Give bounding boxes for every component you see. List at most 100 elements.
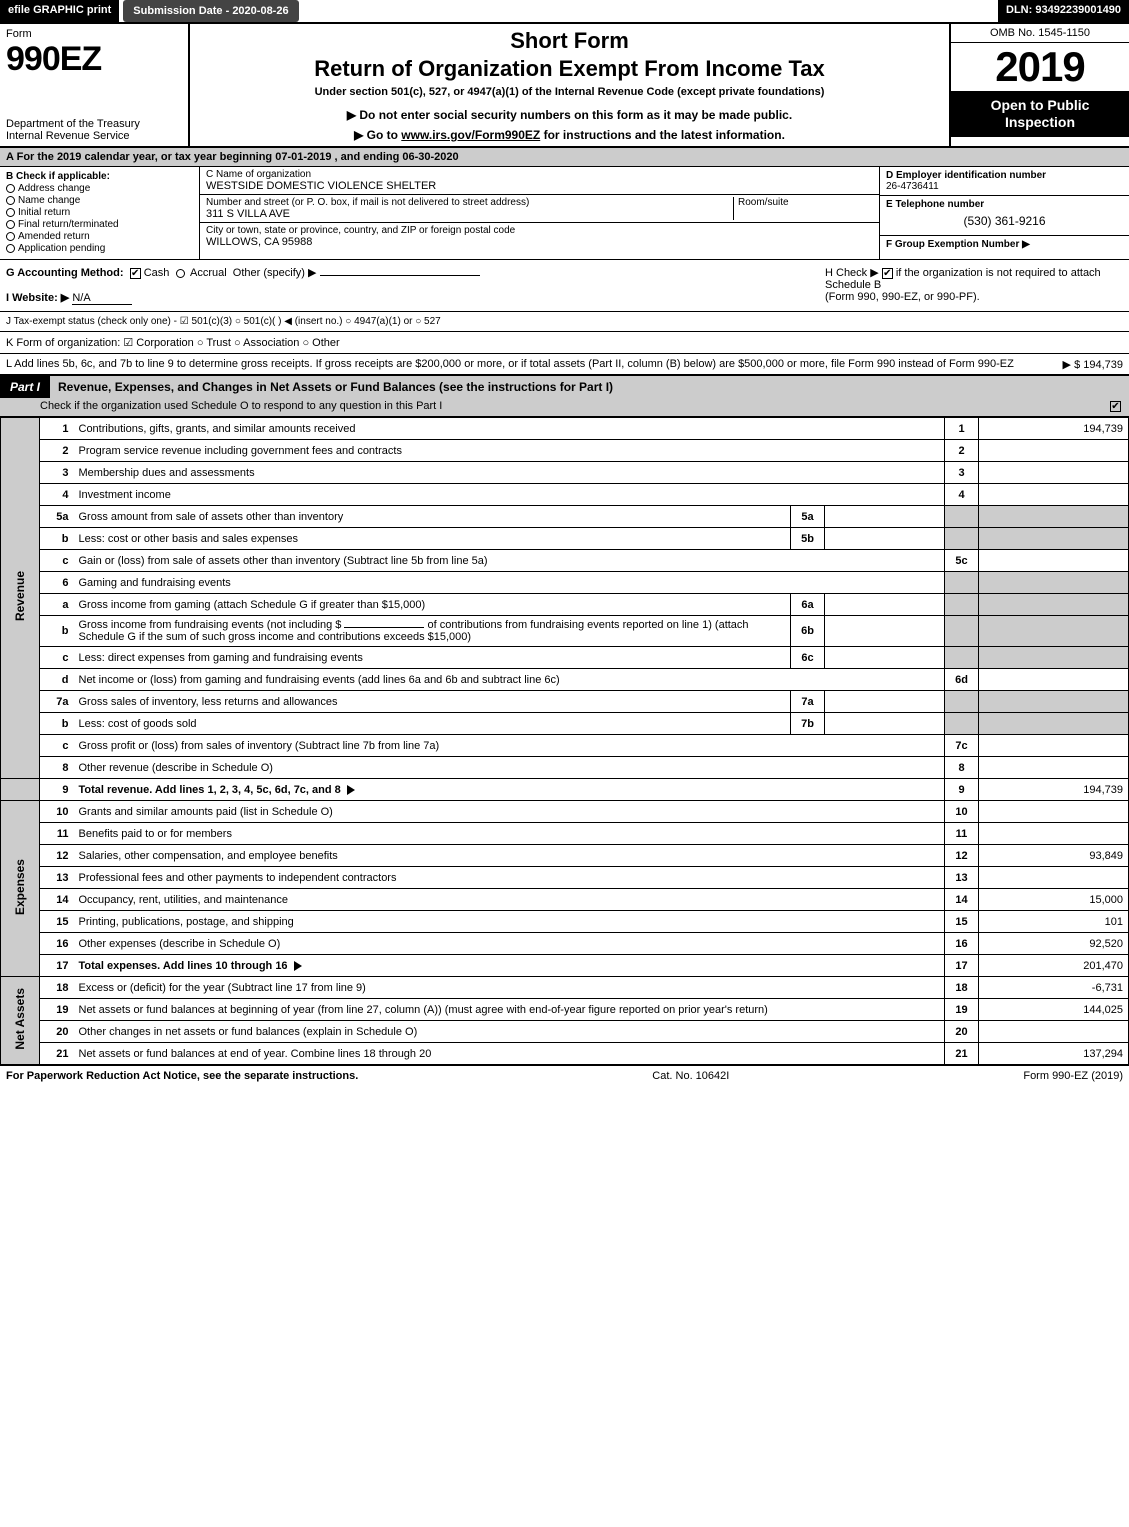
cb-address-change[interactable]: Address change bbox=[6, 183, 193, 194]
chk-cash[interactable] bbox=[130, 268, 141, 279]
info-block: B Check if applicable: Address change Na… bbox=[0, 167, 1129, 260]
section-h: H Check ▶ if the organization is not req… bbox=[819, 260, 1129, 311]
line7c-value bbox=[979, 735, 1129, 757]
line5c-value bbox=[979, 550, 1129, 572]
ein-label: D Employer identification number bbox=[886, 170, 1046, 181]
section-g: G Accounting Method: Cash Accrual Other … bbox=[0, 260, 819, 311]
group-exemption-label: F Group Exemption Number ▶ bbox=[886, 239, 1030, 250]
dept-treasury: Department of the Treasury bbox=[6, 118, 182, 130]
part1-sub-text: Check if the organization used Schedule … bbox=[40, 400, 442, 412]
section-b: B Check if applicable: Address change Na… bbox=[0, 167, 200, 259]
line21-value: 137,294 bbox=[979, 1043, 1129, 1065]
room-suite: Room/suite bbox=[733, 197, 873, 220]
side-expenses: Expenses bbox=[1, 801, 40, 977]
section-k: K Form of organization: ☑ Corporation ○ … bbox=[0, 332, 1129, 354]
line12-value: 93,849 bbox=[979, 845, 1129, 867]
line6b-value bbox=[825, 616, 945, 647]
line3-value bbox=[979, 462, 1129, 484]
line14-value: 15,000 bbox=[979, 889, 1129, 911]
ssn-warning: ▶ Do not enter social security numbers o… bbox=[196, 108, 943, 122]
cb-final-return[interactable]: Final return/terminated bbox=[6, 219, 193, 230]
accounting-label: G Accounting Method: bbox=[6, 267, 124, 279]
dln-label: DLN: 93492239001490 bbox=[998, 0, 1129, 22]
line19-value: 144,025 bbox=[979, 999, 1129, 1021]
cb-name-change[interactable]: Name change bbox=[6, 195, 193, 206]
street-address: 311 S VILLA AVE bbox=[206, 208, 290, 220]
line9-value: 194,739 bbox=[979, 779, 1129, 801]
arrow-icon bbox=[294, 961, 302, 971]
omb-number: OMB No. 1545-1150 bbox=[951, 24, 1129, 43]
goto-line: ▶ Go to www.irs.gov/Form990EZ for instru… bbox=[196, 128, 943, 142]
website-value: N/A bbox=[72, 292, 132, 305]
line6b-contrib-input[interactable] bbox=[344, 627, 424, 628]
under-section: Under section 501(c), 527, or 4947(a)(1)… bbox=[196, 86, 943, 98]
header-mid: Short Form Return of Organization Exempt… bbox=[190, 24, 949, 146]
side-netassets: Net Assets bbox=[1, 977, 40, 1065]
phone-label: E Telephone number bbox=[886, 199, 984, 210]
submission-date-button[interactable]: Submission Date - 2020-08-26 bbox=[123, 0, 298, 22]
line2-value bbox=[979, 440, 1129, 462]
l-amount: ▶ $ 194,739 bbox=[1063, 358, 1123, 371]
line5b-value bbox=[825, 528, 945, 550]
line7b-value bbox=[825, 713, 945, 735]
line11-value bbox=[979, 823, 1129, 845]
part1-title: Revenue, Expenses, and Changes in Net As… bbox=[50, 376, 1129, 398]
city-state-zip: WILLOWS, CA 95988 bbox=[206, 236, 312, 248]
footer-left: For Paperwork Reduction Act Notice, see … bbox=[6, 1070, 358, 1082]
h-line1: H Check ▶ bbox=[825, 267, 879, 279]
l-text: L Add lines 5b, 6c, and 7b to line 9 to … bbox=[6, 358, 1014, 370]
irs-link[interactable]: www.irs.gov/Form990EZ bbox=[401, 128, 540, 142]
line10-value bbox=[979, 801, 1129, 823]
efile-print-label[interactable]: efile GRAPHIC print bbox=[0, 0, 119, 22]
gh-row: G Accounting Method: Cash Accrual Other … bbox=[0, 260, 1129, 312]
org-name: WESTSIDE DOMESTIC VIOLENCE SHELTER bbox=[206, 180, 436, 192]
line5a-value bbox=[825, 506, 945, 528]
goto-post: for instructions and the latest informat… bbox=[540, 128, 785, 142]
phone-value: (530) 361-9216 bbox=[886, 210, 1123, 232]
other-specify-input[interactable] bbox=[320, 275, 480, 276]
part1-sub: Check if the organization used Schedule … bbox=[0, 398, 1129, 417]
ein-value: 26-4736411 bbox=[886, 181, 939, 192]
form-header: Form 990EZ Department of the Treasury In… bbox=[0, 24, 1129, 148]
part1-table: Revenue 1 Contributions, gifts, grants, … bbox=[0, 417, 1129, 1065]
website-label: I Website: ▶ bbox=[6, 292, 69, 304]
goto-pre: ▶ Go to bbox=[354, 128, 401, 142]
addr-label: Number and street (or P. O. box, if mail… bbox=[206, 197, 733, 208]
cb-amended-return[interactable]: Amended return bbox=[6, 231, 193, 242]
line13-value bbox=[979, 867, 1129, 889]
line8-value bbox=[979, 757, 1129, 779]
header-right: OMB No. 1545-1150 2019 Open to Public In… bbox=[949, 24, 1129, 146]
tax-year-text: For the 2019 calendar year, or tax year … bbox=[17, 151, 459, 163]
info-right: D Employer identification number 26-4736… bbox=[879, 167, 1129, 259]
side-revenue: Revenue bbox=[1, 418, 40, 779]
section-l: L Add lines 5b, 6c, and 7b to line 9 to … bbox=[0, 354, 1129, 376]
part1-header: Part I Revenue, Expenses, and Changes in… bbox=[0, 376, 1129, 398]
line7a-value bbox=[825, 691, 945, 713]
line6a-value bbox=[825, 594, 945, 616]
open-inspection: Open to Public Inspection bbox=[951, 91, 1129, 137]
tax-year-row: A For the 2019 calendar year, or tax yea… bbox=[0, 148, 1129, 167]
chk-accrual[interactable] bbox=[176, 269, 185, 278]
line4-value bbox=[979, 484, 1129, 506]
section-a-label: A bbox=[6, 151, 14, 163]
cb-initial-return[interactable]: Initial return bbox=[6, 207, 193, 218]
part1-label: Part I bbox=[0, 376, 50, 398]
line17-value: 201,470 bbox=[979, 955, 1129, 977]
short-form-title: Short Form bbox=[196, 28, 943, 54]
tax-year: 2019 bbox=[951, 43, 1129, 91]
cb-app-pending[interactable]: Application pending bbox=[6, 243, 193, 254]
line16-value: 92,520 bbox=[979, 933, 1129, 955]
main-title: Return of Organization Exempt From Incom… bbox=[196, 56, 943, 82]
chk-schedule-b[interactable] bbox=[882, 268, 893, 279]
form-word: Form bbox=[6, 28, 182, 40]
header-left: Form 990EZ Department of the Treasury In… bbox=[0, 24, 190, 146]
footer-catalog: Cat. No. 10642I bbox=[358, 1070, 1023, 1082]
line15-value: 101 bbox=[979, 911, 1129, 933]
line6d-value bbox=[979, 669, 1129, 691]
org-name-label: C Name of organization bbox=[206, 169, 873, 180]
chk-schedule-o[interactable] bbox=[1110, 401, 1121, 412]
city-label: City or town, state or province, country… bbox=[206, 225, 873, 236]
top-bar: efile GRAPHIC print Submission Date - 20… bbox=[0, 0, 1129, 24]
section-j: J Tax-exempt status (check only one) - ☑… bbox=[0, 312, 1129, 332]
line1-value: 194,739 bbox=[979, 418, 1129, 440]
